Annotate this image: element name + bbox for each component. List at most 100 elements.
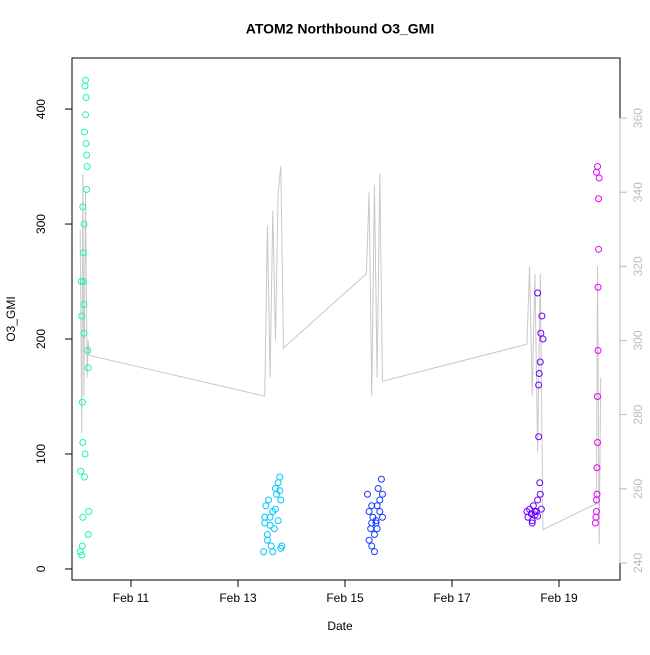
point (535, 369, 543, 377)
point (267, 542, 275, 550)
x-tick-label: Feb 13 (219, 591, 257, 605)
point (534, 289, 542, 297)
y2-tick-label: 240 (631, 553, 645, 573)
y-tick-label: 200 (34, 329, 48, 349)
x-tick-label: Feb 19 (540, 591, 578, 605)
point (370, 548, 378, 556)
x-tick-label: Feb 15 (326, 591, 364, 605)
point (365, 536, 373, 544)
point (277, 496, 285, 504)
point (274, 479, 282, 487)
x-axis-label: Date (327, 619, 353, 633)
point (595, 195, 603, 203)
point (82, 111, 90, 119)
point (79, 278, 87, 286)
point (592, 168, 600, 176)
point (266, 513, 274, 521)
point (79, 249, 87, 257)
point (529, 502, 537, 510)
point (277, 544, 285, 552)
x-tick-label: Feb 17 (433, 591, 471, 605)
point (76, 548, 84, 556)
point (269, 548, 277, 556)
point (368, 502, 376, 510)
point (265, 496, 273, 504)
point (78, 312, 86, 320)
point (536, 358, 544, 366)
point (276, 487, 284, 495)
point (594, 392, 602, 400)
point (262, 502, 270, 510)
point (376, 507, 384, 515)
point (79, 203, 87, 211)
point (261, 513, 269, 521)
point (528, 519, 536, 527)
point (81, 82, 89, 90)
point (367, 525, 375, 533)
point (538, 312, 546, 320)
y2-tick-label: 320 (631, 256, 645, 276)
point (78, 398, 86, 406)
point (592, 507, 600, 515)
point (535, 381, 543, 389)
point (82, 76, 90, 84)
point (78, 542, 86, 550)
point (594, 283, 602, 291)
point (594, 347, 602, 355)
point (82, 140, 90, 148)
chart-title: ATOM2 Northbound O3_GMI (246, 21, 434, 37)
point (593, 464, 601, 472)
y2-tick-label: 340 (631, 182, 645, 202)
point (85, 507, 93, 515)
y-tick-label: 300 (34, 214, 48, 234)
point (77, 467, 85, 475)
point (276, 473, 284, 481)
y-tick-label: 100 (34, 444, 48, 464)
point (80, 220, 88, 228)
point (79, 438, 87, 446)
point (82, 94, 90, 102)
point (83, 163, 91, 171)
point (592, 513, 600, 521)
point (263, 536, 271, 544)
point (81, 450, 89, 458)
y2-tick-label: 360 (631, 108, 645, 128)
point (373, 502, 381, 510)
point (370, 530, 378, 538)
y2-tick-label: 300 (631, 330, 645, 350)
point (372, 517, 380, 525)
point (84, 347, 92, 355)
point (595, 245, 603, 253)
point (79, 513, 87, 521)
point (84, 364, 92, 372)
point (377, 475, 385, 483)
point (260, 548, 268, 556)
point (537, 329, 545, 337)
point (80, 301, 88, 309)
point (378, 490, 386, 498)
y-tick-label: 400 (34, 99, 48, 119)
point (83, 151, 91, 159)
point (80, 329, 88, 337)
point (365, 507, 373, 515)
point (378, 513, 386, 521)
point (534, 512, 542, 520)
point (368, 542, 376, 550)
point (78, 551, 86, 559)
point (536, 479, 544, 487)
point (363, 490, 371, 498)
point (270, 525, 278, 533)
point (593, 490, 601, 498)
point (83, 186, 91, 194)
point (595, 174, 603, 182)
point (594, 163, 602, 171)
point (373, 525, 381, 533)
point (84, 530, 92, 538)
point (594, 438, 602, 446)
point (537, 505, 545, 513)
point (535, 433, 543, 441)
y-tick-label: 0 (34, 565, 48, 572)
point (80, 128, 88, 136)
point (266, 521, 274, 529)
